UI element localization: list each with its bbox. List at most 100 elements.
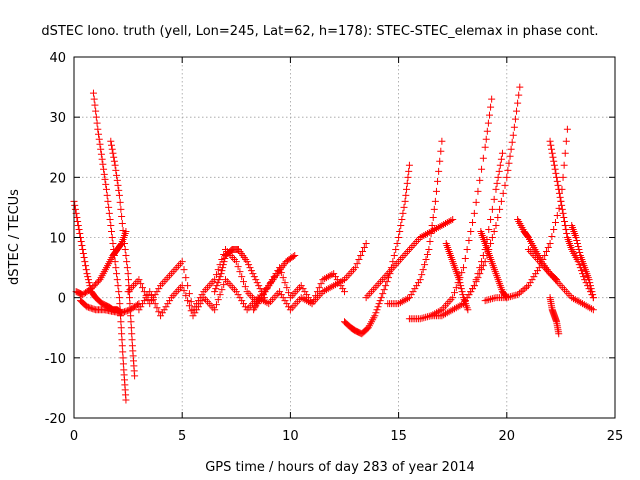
data-point bbox=[117, 324, 125, 332]
data-point bbox=[568, 294, 576, 302]
data-point bbox=[404, 295, 412, 303]
data-point bbox=[464, 306, 472, 314]
data-point bbox=[337, 278, 345, 286]
data-point bbox=[180, 287, 188, 295]
data-point bbox=[187, 307, 195, 315]
data-series bbox=[250, 252, 299, 314]
data-point bbox=[488, 205, 496, 213]
data-point bbox=[532, 270, 540, 278]
x-tick-label: 15 bbox=[390, 429, 407, 444]
data-point bbox=[559, 173, 567, 181]
data-point bbox=[118, 219, 126, 227]
data-point bbox=[122, 396, 130, 404]
data-point bbox=[184, 297, 192, 305]
data-point bbox=[92, 107, 100, 115]
y-tick-label: 20 bbox=[49, 171, 66, 186]
data-point bbox=[131, 372, 139, 380]
data-point bbox=[283, 284, 291, 292]
data-point bbox=[330, 282, 338, 290]
data-point bbox=[283, 300, 291, 308]
data-point bbox=[547, 141, 555, 149]
data-point bbox=[83, 270, 91, 278]
data-point bbox=[125, 306, 133, 314]
data-point bbox=[240, 300, 248, 308]
data-point bbox=[558, 201, 566, 209]
data-point bbox=[124, 276, 132, 284]
data-point bbox=[560, 161, 568, 169]
data-series bbox=[405, 95, 496, 323]
data-point bbox=[563, 125, 571, 133]
data-point bbox=[423, 251, 431, 259]
data-point bbox=[418, 232, 426, 240]
data-point bbox=[220, 258, 228, 266]
data-point bbox=[588, 305, 596, 313]
data-point bbox=[89, 283, 97, 291]
data-point bbox=[580, 301, 588, 309]
data-point bbox=[419, 266, 427, 274]
data-point bbox=[360, 244, 368, 252]
data-point bbox=[460, 264, 468, 272]
data-point bbox=[416, 276, 424, 284]
data-point bbox=[115, 191, 123, 199]
data-point bbox=[503, 173, 511, 181]
data-point bbox=[89, 89, 97, 97]
data-point bbox=[232, 288, 240, 296]
data-point bbox=[511, 115, 519, 123]
data-point bbox=[436, 222, 444, 230]
data-point bbox=[551, 218, 559, 226]
data-point bbox=[212, 271, 220, 279]
data-point bbox=[110, 246, 118, 254]
data-point bbox=[118, 342, 126, 350]
data-point bbox=[335, 279, 343, 287]
data-point bbox=[110, 157, 118, 165]
data-point bbox=[479, 262, 487, 270]
data-point bbox=[508, 138, 516, 146]
data-point bbox=[487, 295, 495, 303]
data-point bbox=[422, 313, 430, 321]
data-point bbox=[463, 294, 471, 302]
data-point bbox=[467, 227, 475, 235]
data-point bbox=[236, 294, 244, 302]
data-point bbox=[420, 314, 428, 322]
data-point bbox=[164, 300, 172, 308]
data-point bbox=[490, 227, 498, 235]
data-point bbox=[93, 279, 101, 287]
data-point bbox=[586, 279, 594, 287]
data-point bbox=[587, 285, 595, 293]
data-point bbox=[84, 273, 92, 281]
data-point bbox=[241, 303, 249, 311]
data-point bbox=[431, 197, 439, 205]
x-tick-label: 10 bbox=[282, 429, 299, 444]
data-point bbox=[456, 279, 464, 287]
data-point bbox=[585, 276, 593, 284]
data-point bbox=[100, 170, 108, 178]
data-point bbox=[106, 215, 114, 223]
data-point bbox=[90, 282, 98, 290]
data-point bbox=[234, 291, 242, 299]
data-point bbox=[114, 181, 122, 189]
data-point bbox=[510, 292, 518, 300]
data-point bbox=[214, 279, 222, 287]
data-point bbox=[501, 181, 509, 189]
data-point bbox=[97, 150, 105, 158]
data-point bbox=[74, 217, 82, 225]
data-point bbox=[120, 308, 128, 316]
data-point bbox=[395, 234, 403, 241]
data-point bbox=[452, 304, 460, 312]
data-point bbox=[573, 297, 581, 305]
data-point bbox=[324, 285, 332, 293]
data-point bbox=[512, 291, 520, 299]
data-point bbox=[404, 173, 412, 181]
y-tick-label: -10 bbox=[45, 352, 66, 367]
data-point bbox=[428, 221, 436, 229]
data-point bbox=[252, 276, 260, 284]
data-point bbox=[575, 298, 583, 306]
data-point bbox=[485, 296, 493, 304]
data-point bbox=[427, 229, 435, 237]
data-point bbox=[153, 288, 161, 296]
data-point bbox=[580, 273, 588, 281]
data-point bbox=[556, 193, 564, 201]
data-point bbox=[451, 305, 459, 313]
data-point bbox=[148, 292, 156, 300]
data-point bbox=[157, 312, 165, 320]
